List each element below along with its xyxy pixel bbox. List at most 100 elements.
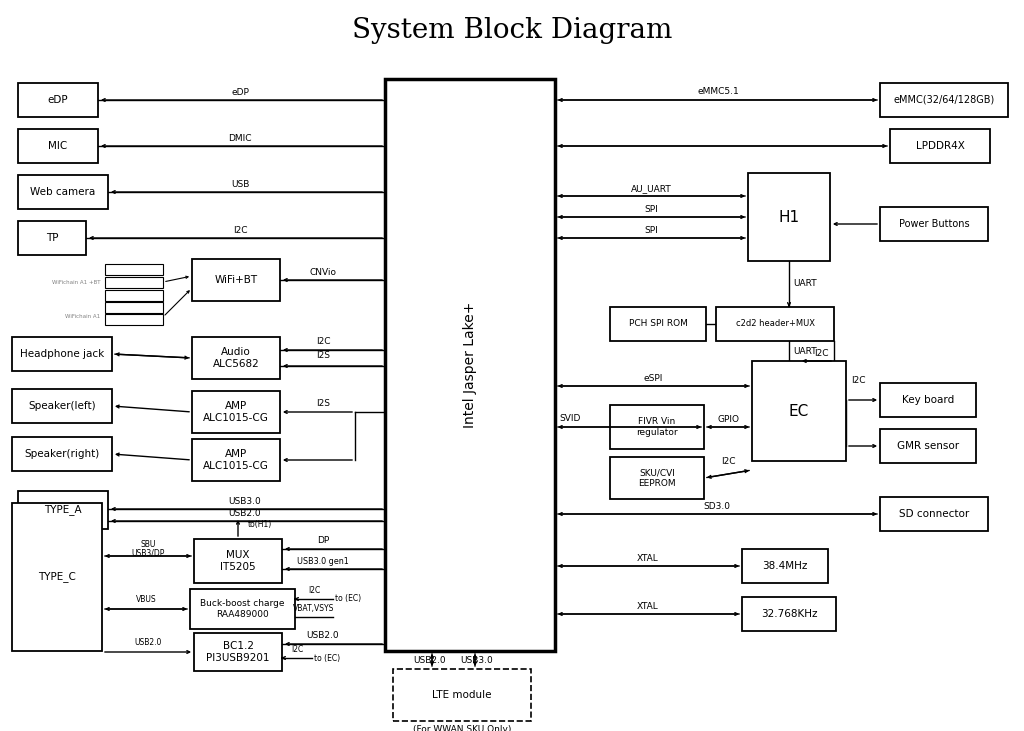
Text: DMIC: DMIC (228, 134, 252, 143)
Text: USB3/DP: USB3/DP (131, 549, 165, 558)
Text: (For WWAN SKU Only): (For WWAN SKU Only) (413, 725, 511, 731)
Text: I2C: I2C (851, 376, 865, 385)
Text: MUX
IT5205: MUX IT5205 (220, 550, 256, 572)
FancyBboxPatch shape (190, 589, 295, 629)
Text: LPDDR4X: LPDDR4X (915, 141, 965, 151)
Text: USB2.0: USB2.0 (134, 638, 162, 647)
Text: I2C: I2C (315, 337, 331, 346)
FancyBboxPatch shape (752, 361, 846, 461)
Text: Speaker(left): Speaker(left) (29, 401, 96, 411)
Text: XTAL: XTAL (637, 602, 658, 611)
FancyBboxPatch shape (18, 175, 108, 209)
Text: 32.768KHz: 32.768KHz (761, 609, 817, 619)
FancyBboxPatch shape (880, 83, 1008, 117)
FancyBboxPatch shape (742, 549, 828, 583)
Text: WiFichain A1 +BT: WiFichain A1 +BT (51, 279, 100, 284)
Text: GMR sensor: GMR sensor (897, 441, 959, 451)
Text: TP: TP (46, 233, 58, 243)
FancyBboxPatch shape (748, 173, 830, 261)
Text: Speaker(right): Speaker(right) (25, 449, 99, 459)
FancyBboxPatch shape (12, 337, 112, 371)
FancyBboxPatch shape (880, 497, 988, 531)
Text: FIVR Vin
regulator: FIVR Vin regulator (636, 417, 678, 436)
Text: SD connector: SD connector (899, 509, 969, 519)
Text: to (EC): to (EC) (335, 594, 361, 604)
Text: Buck-boost charge
RAA489000: Buck-boost charge RAA489000 (201, 599, 285, 618)
FancyBboxPatch shape (610, 405, 705, 449)
FancyBboxPatch shape (105, 290, 163, 301)
Text: EC: EC (788, 404, 809, 419)
Text: USB2.0: USB2.0 (306, 631, 339, 640)
Text: CNVio: CNVio (309, 268, 337, 277)
Text: USB2.0: USB2.0 (228, 509, 261, 518)
FancyBboxPatch shape (880, 383, 976, 417)
Text: 38.4MHz: 38.4MHz (762, 561, 808, 571)
FancyBboxPatch shape (610, 307, 706, 341)
Text: I2C: I2C (291, 645, 303, 654)
FancyBboxPatch shape (18, 221, 86, 255)
FancyBboxPatch shape (194, 633, 282, 671)
FancyBboxPatch shape (105, 264, 163, 275)
FancyBboxPatch shape (880, 207, 988, 241)
FancyBboxPatch shape (610, 457, 705, 499)
Text: AMP
ALC1015-CG: AMP ALC1015-CG (203, 401, 269, 423)
Text: PCH SPI ROM: PCH SPI ROM (629, 319, 687, 328)
Text: XTAL: XTAL (637, 554, 658, 563)
FancyBboxPatch shape (193, 439, 280, 481)
Text: Headphone jack: Headphone jack (19, 349, 104, 359)
FancyBboxPatch shape (742, 597, 836, 631)
Text: eMMC(32/64/128GB): eMMC(32/64/128GB) (893, 95, 994, 105)
Text: H1: H1 (778, 210, 800, 224)
FancyBboxPatch shape (716, 307, 834, 341)
FancyBboxPatch shape (18, 129, 98, 163)
Text: Audio
ALC5682: Audio ALC5682 (213, 347, 259, 369)
Text: VBAT,VSYS: VBAT,VSYS (293, 604, 335, 613)
FancyBboxPatch shape (105, 314, 163, 325)
FancyBboxPatch shape (18, 83, 98, 117)
Text: Power Buttons: Power Buttons (899, 219, 970, 229)
FancyBboxPatch shape (12, 437, 112, 471)
Text: USB2.0: USB2.0 (414, 656, 446, 665)
Text: USB3.0: USB3.0 (228, 497, 261, 506)
Text: eMMC5.1: eMMC5.1 (697, 87, 739, 96)
Text: Key board: Key board (902, 395, 954, 405)
Text: c2d2 header+MUX: c2d2 header+MUX (735, 319, 814, 328)
FancyBboxPatch shape (12, 389, 112, 423)
Text: to (EC): to (EC) (314, 654, 340, 662)
FancyBboxPatch shape (880, 429, 976, 463)
Text: GPIO: GPIO (717, 415, 739, 424)
Text: I2S: I2S (316, 399, 330, 408)
Text: MIC: MIC (48, 141, 68, 151)
Text: AMP
ALC1015-CG: AMP ALC1015-CG (203, 450, 269, 471)
Text: I2C: I2C (308, 586, 321, 595)
Text: eDP: eDP (231, 88, 249, 97)
FancyBboxPatch shape (385, 79, 555, 651)
Text: System Block Diagram: System Block Diagram (352, 18, 672, 45)
Text: VBUS: VBUS (136, 595, 157, 604)
FancyBboxPatch shape (105, 302, 163, 313)
Text: UART: UART (793, 346, 816, 355)
Text: AU_UART: AU_UART (631, 184, 672, 193)
Text: TYPE_A: TYPE_A (44, 504, 82, 515)
FancyBboxPatch shape (18, 491, 108, 529)
Text: SPI: SPI (644, 226, 657, 235)
Text: BC1.2
PI3USB9201: BC1.2 PI3USB9201 (206, 641, 269, 663)
Text: I2C: I2C (232, 226, 247, 235)
FancyBboxPatch shape (890, 129, 990, 163)
FancyBboxPatch shape (105, 277, 163, 288)
Text: to(H1): to(H1) (248, 520, 272, 529)
Text: SD3.0: SD3.0 (703, 502, 730, 511)
Text: USB3.0 gen1: USB3.0 gen1 (297, 557, 349, 566)
Text: LTE module: LTE module (432, 690, 492, 700)
Text: WiFi+BT: WiFi+BT (214, 275, 258, 285)
Text: USB3.0: USB3.0 (461, 656, 494, 665)
Text: eDP: eDP (48, 95, 69, 105)
Text: SPI: SPI (644, 205, 657, 214)
Text: I2C: I2C (814, 349, 829, 358)
Text: WiFichain A1: WiFichain A1 (65, 314, 100, 319)
Text: I2C: I2C (721, 457, 735, 466)
FancyBboxPatch shape (12, 503, 102, 651)
Text: Web camera: Web camera (31, 187, 95, 197)
Text: Intel Jasper Lake+: Intel Jasper Lake+ (463, 302, 477, 428)
Text: UART: UART (793, 279, 816, 289)
